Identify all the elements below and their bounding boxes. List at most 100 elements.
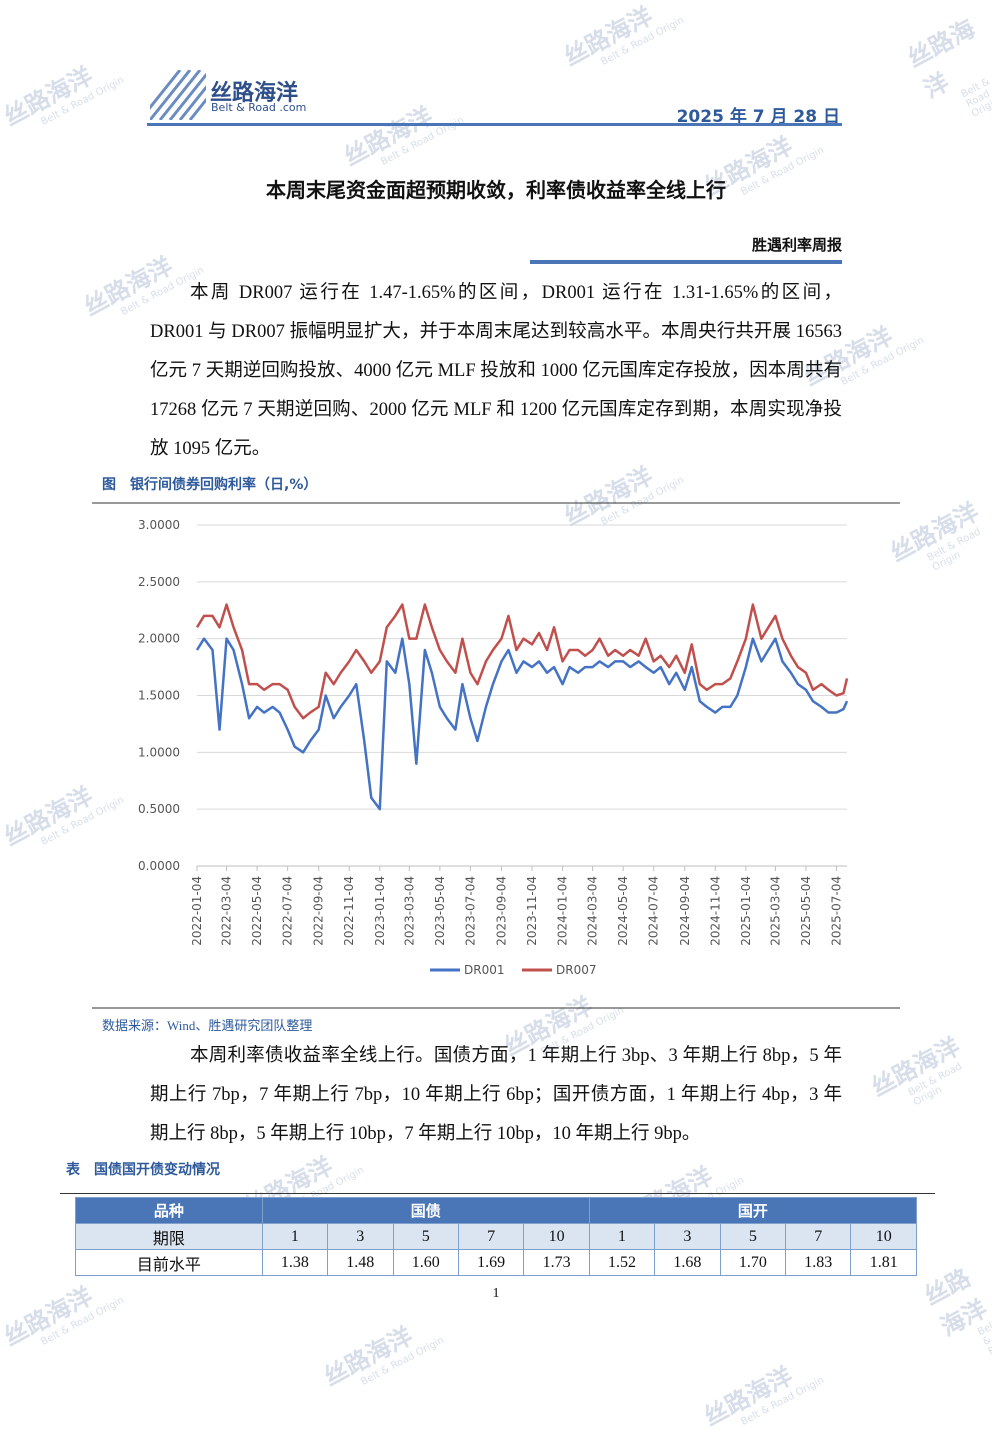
data-table: 品种 国债 国开 期限 1 3 5 7 10 1 3 5 7 10 目前水平 1.38 1.48 1.60…: [75, 1197, 918, 1276]
source-note: 数据来源：Wind、胜遇研究团队整理: [102, 1018, 313, 1033]
watermark-text: 丝路海洋: [559, 1, 658, 72]
x-tick-label: 2022-07-04: [281, 876, 295, 946]
watermark-text: 丝路海洋: [699, 1361, 798, 1432]
table-header: 品种 国债 国开: [75, 1197, 918, 1224]
table-cell: 3: [327, 1223, 394, 1250]
x-tick-label: 2024-07-04: [647, 876, 661, 946]
title: 本周末尾资金面超预期收敛，利率债收益率全线上行: [266, 178, 726, 202]
watermark-text: 丝路海洋: [0, 1281, 98, 1352]
watermark-text: 丝路海洋: [319, 1321, 418, 1392]
watermark-sub: Belt & Road Origin: [39, 1294, 127, 1348]
table-cell: 10: [523, 1223, 590, 1250]
page-number: 1: [492, 1286, 500, 1301]
table-caption: 表 国债国开债变动情况: [66, 1162, 220, 1178]
logo-icon: [150, 70, 206, 120]
table-cell: 1.60: [392, 1249, 459, 1276]
table-cell: 5: [392, 1223, 459, 1250]
table-cell: 1.38: [261, 1249, 329, 1276]
x-tick-label: 2024-03-04: [586, 876, 600, 946]
table-row: 期限 1 3 5 7 10 1 3 5 7 10: [75, 1223, 917, 1250]
table-cell: 1.69: [457, 1249, 525, 1276]
table-cell: 1.73: [523, 1249, 590, 1276]
logo-sub: Belt & Road .com: [211, 101, 307, 114]
column-name: 胜遇利率周报: [751, 236, 842, 254]
x-tick-label: 2024-01-04: [556, 876, 570, 946]
x-tick-label: 2025-07-04: [829, 876, 843, 946]
logo-text: 丝路海洋: [210, 81, 299, 106]
legend-label: DR001: [464, 963, 504, 977]
data-line: [195, 637, 849, 811]
header-rule: [147, 123, 842, 126]
legend-label: DR007: [556, 963, 596, 977]
watermark-sub: Belt & Road Origin: [39, 74, 127, 128]
x-tick-label: 2022-01-04: [190, 876, 204, 946]
y-tick-label: 1.5000: [138, 689, 180, 703]
figure-caption: 图 银行间债券回购利率（日,%）: [102, 477, 318, 493]
x-tick-label: 2023-03-04: [402, 876, 416, 946]
table-cell: 3: [654, 1223, 721, 1250]
x-tick-label: 2023-01-04: [373, 876, 387, 946]
x-tick-label: 2025-03-04: [768, 876, 782, 946]
table-cell: 1: [588, 1223, 656, 1250]
table-cell: 目前水平: [75, 1249, 263, 1276]
y-tick-label: 2.0000: [138, 632, 180, 646]
x-tick-label: 2023-09-04: [494, 876, 508, 946]
x-tick-label: 2022-09-04: [312, 876, 326, 946]
x-tick-label: 2025-05-04: [799, 876, 813, 946]
x-tick-label: 2024-09-04: [678, 876, 692, 946]
x-tick-label: 2023-05-04: [433, 876, 447, 946]
watermark-text: 丝路海洋: [339, 101, 438, 172]
table-cell: 7: [785, 1223, 852, 1250]
paragraph: 本周 DR007 运行在 1.47-1.65%的区间，DR001 运行在 1.3…: [150, 283, 842, 459]
watermark-sub: Belt & Road Origin: [959, 76, 992, 120]
header-cell: 国债: [261, 1197, 590, 1224]
chart: 0.0000 0.5000 1.0000 1.5000 2.0000 2.5000 3.00…: [92, 502, 900, 1009]
y-tick-label: 0.0000: [138, 859, 180, 873]
watermark-sub: Belt & Road Origin: [925, 526, 983, 574]
x-tick-label: 2023-11-04: [525, 876, 539, 946]
watermark-sub: Belt & Road Origin: [906, 1061, 964, 1109]
y-tick-label: 3.0000: [138, 518, 180, 532]
column-rule: [530, 260, 842, 264]
table-rule: [60, 1193, 935, 1194]
watermark-sub: Belt & Road Origin: [976, 1319, 992, 1367]
y-tick-label: 2.5000: [138, 575, 180, 589]
watermark-text: 丝路海洋: [866, 1032, 965, 1102]
y-tick-label: 0.5000: [138, 802, 180, 816]
watermark-sub: Belt & Road Origin: [739, 1374, 827, 1428]
table-cell: 7: [457, 1223, 525, 1250]
table-cell: 1: [261, 1223, 329, 1250]
table-cell: 1.52: [588, 1249, 656, 1276]
table-cell: 1.48: [327, 1249, 394, 1276]
x-tick-label: 2025-01-04: [739, 876, 753, 946]
table-cell: 1.68: [654, 1249, 721, 1276]
paragraph: 本周利率债收益率全线上行。国债方面，1 年期上行 3bp、3 年期上行 8bp，…: [150, 1046, 842, 1144]
table-cell: 期限: [75, 1223, 263, 1250]
watermark-text: 丝路海洋: [0, 61, 98, 132]
header-cell: 国开: [588, 1197, 918, 1224]
header-cell: 品种: [75, 1197, 263, 1224]
watermark-sub: Belt & Road Origin: [359, 1334, 447, 1388]
watermark-sub: Belt & Road Origin: [599, 14, 687, 68]
report-date: 2025 年 7 月 28 日: [676, 107, 840, 127]
y-tick-label: 1.0000: [138, 745, 180, 759]
watermark-sub: Belt & Road Origin: [839, 334, 927, 388]
x-tick-label: 2024-05-04: [616, 876, 630, 946]
x-tick-label: 2022-11-04: [342, 876, 356, 946]
table-row: 目前水平 1.38 1.48 1.60 1.69 1.73 1.52 1.68 1.70 1.83…: [75, 1249, 917, 1276]
x-tick-label: 2023-07-04: [463, 876, 477, 946]
table-cell: 10: [850, 1223, 917, 1250]
watermark-text: 丝路海洋: [902, 14, 980, 104]
table-cell: 1.83: [785, 1249, 852, 1276]
x-tick-label: 2022-03-04: [220, 876, 234, 946]
